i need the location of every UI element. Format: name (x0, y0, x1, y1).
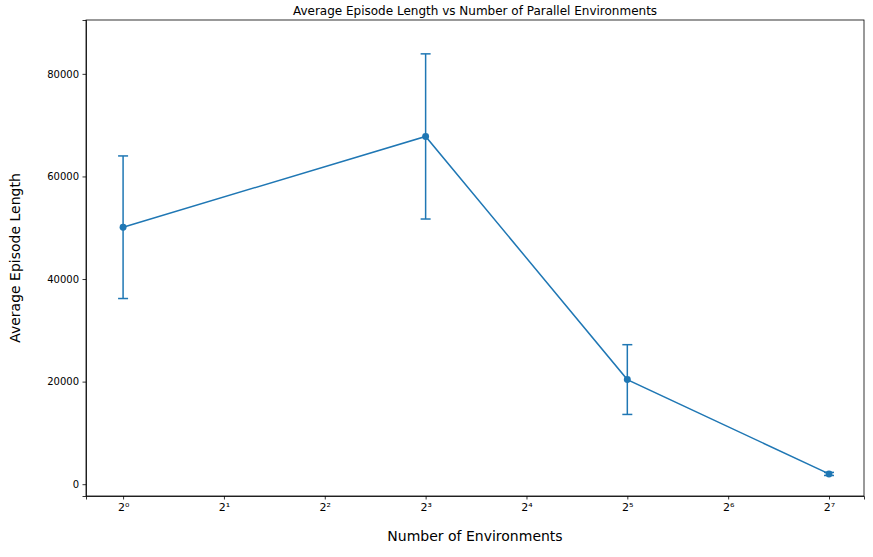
error-bar-cap (421, 53, 431, 55)
y-tick-mark (83, 74, 87, 75)
plot-frame (86, 20, 864, 496)
y-axis: 0 20000 40000 60000 80000 (47, 21, 86, 497)
y-tick-label: 60000 (47, 171, 79, 182)
x-tick: 2² (320, 496, 331, 514)
x-tick-mark (829, 496, 830, 500)
x-tick: 2⁰ (118, 496, 130, 514)
x-tick-mark (224, 496, 225, 500)
x-tick: 2⁴ (521, 496, 533, 514)
y-tick: 80000 (47, 69, 86, 80)
error-bar (622, 345, 632, 415)
data-point (120, 224, 127, 231)
x-tick-mark (728, 496, 729, 500)
x-tick: 2³ (420, 496, 431, 514)
y-tick: 60000 (47, 171, 86, 182)
data-layer (118, 54, 834, 478)
x-tick: 2⁷ (824, 496, 835, 514)
y-tick-mark (83, 484, 87, 485)
error-bar-cap (622, 344, 632, 346)
y-tick: 20000 (47, 376, 86, 387)
x-tick-label: 2⁶ (723, 501, 735, 514)
x-axis: 2⁰ 2¹ 2² 2³ 2⁴ 2⁵ 2⁶ 2⁷ (87, 496, 865, 514)
error-bar-cap (118, 155, 128, 157)
x-tick: 2⁵ (622, 496, 633, 514)
x-tick-label: 2² (320, 501, 331, 514)
y-tick-label: 40000 (47, 274, 79, 285)
y-tick-mark (83, 382, 87, 383)
x-tick: 2⁶ (723, 496, 735, 514)
data-point (826, 470, 833, 477)
x-tick-mark (627, 496, 628, 500)
x-axis-line (87, 497, 865, 500)
data-line (123, 136, 829, 474)
y-axis-line (83, 21, 87, 497)
x-tick-label: 2⁵ (622, 501, 633, 514)
data-point (624, 376, 631, 383)
plot: 2⁰ 2¹ 2² 2³ 2⁴ 2⁵ 2⁶ 2⁷ 0 20000 40000 60000 80000 (47, 20, 864, 514)
y-tick: 0 (73, 479, 86, 490)
y-tick: 40000 (47, 274, 86, 285)
x-tick-mark (526, 496, 527, 500)
x-tick-label: 2⁰ (118, 501, 130, 514)
y-tick-label: 0 (73, 479, 79, 490)
x-tick-mark (325, 496, 326, 500)
y-tick-label: 80000 (47, 69, 79, 80)
error-bar-cap (622, 414, 632, 416)
y-tick-label: 20000 (47, 376, 79, 387)
y-tick-mark (83, 279, 87, 280)
x-tick: 2¹ (219, 496, 230, 514)
y-axis-title: Average Episode Length (7, 173, 23, 343)
x-tick-mark (426, 496, 427, 500)
error-bar-cap (421, 218, 431, 220)
x-axis-title: Number of Environments (387, 528, 562, 544)
chart-title: Average Episode Length vs Number of Para… (293, 4, 657, 18)
x-tick-mark (123, 496, 124, 500)
error-bar (421, 54, 431, 219)
y-tick-mark (83, 176, 87, 177)
x-tick-label: 2⁷ (824, 501, 835, 514)
error-bar-cap (118, 298, 128, 300)
x-tick-label: 2¹ (219, 501, 230, 514)
data-point (422, 133, 429, 140)
x-tick-label: 2⁴ (521, 501, 533, 514)
error-bar (118, 156, 128, 299)
x-tick-label: 2³ (420, 501, 431, 514)
